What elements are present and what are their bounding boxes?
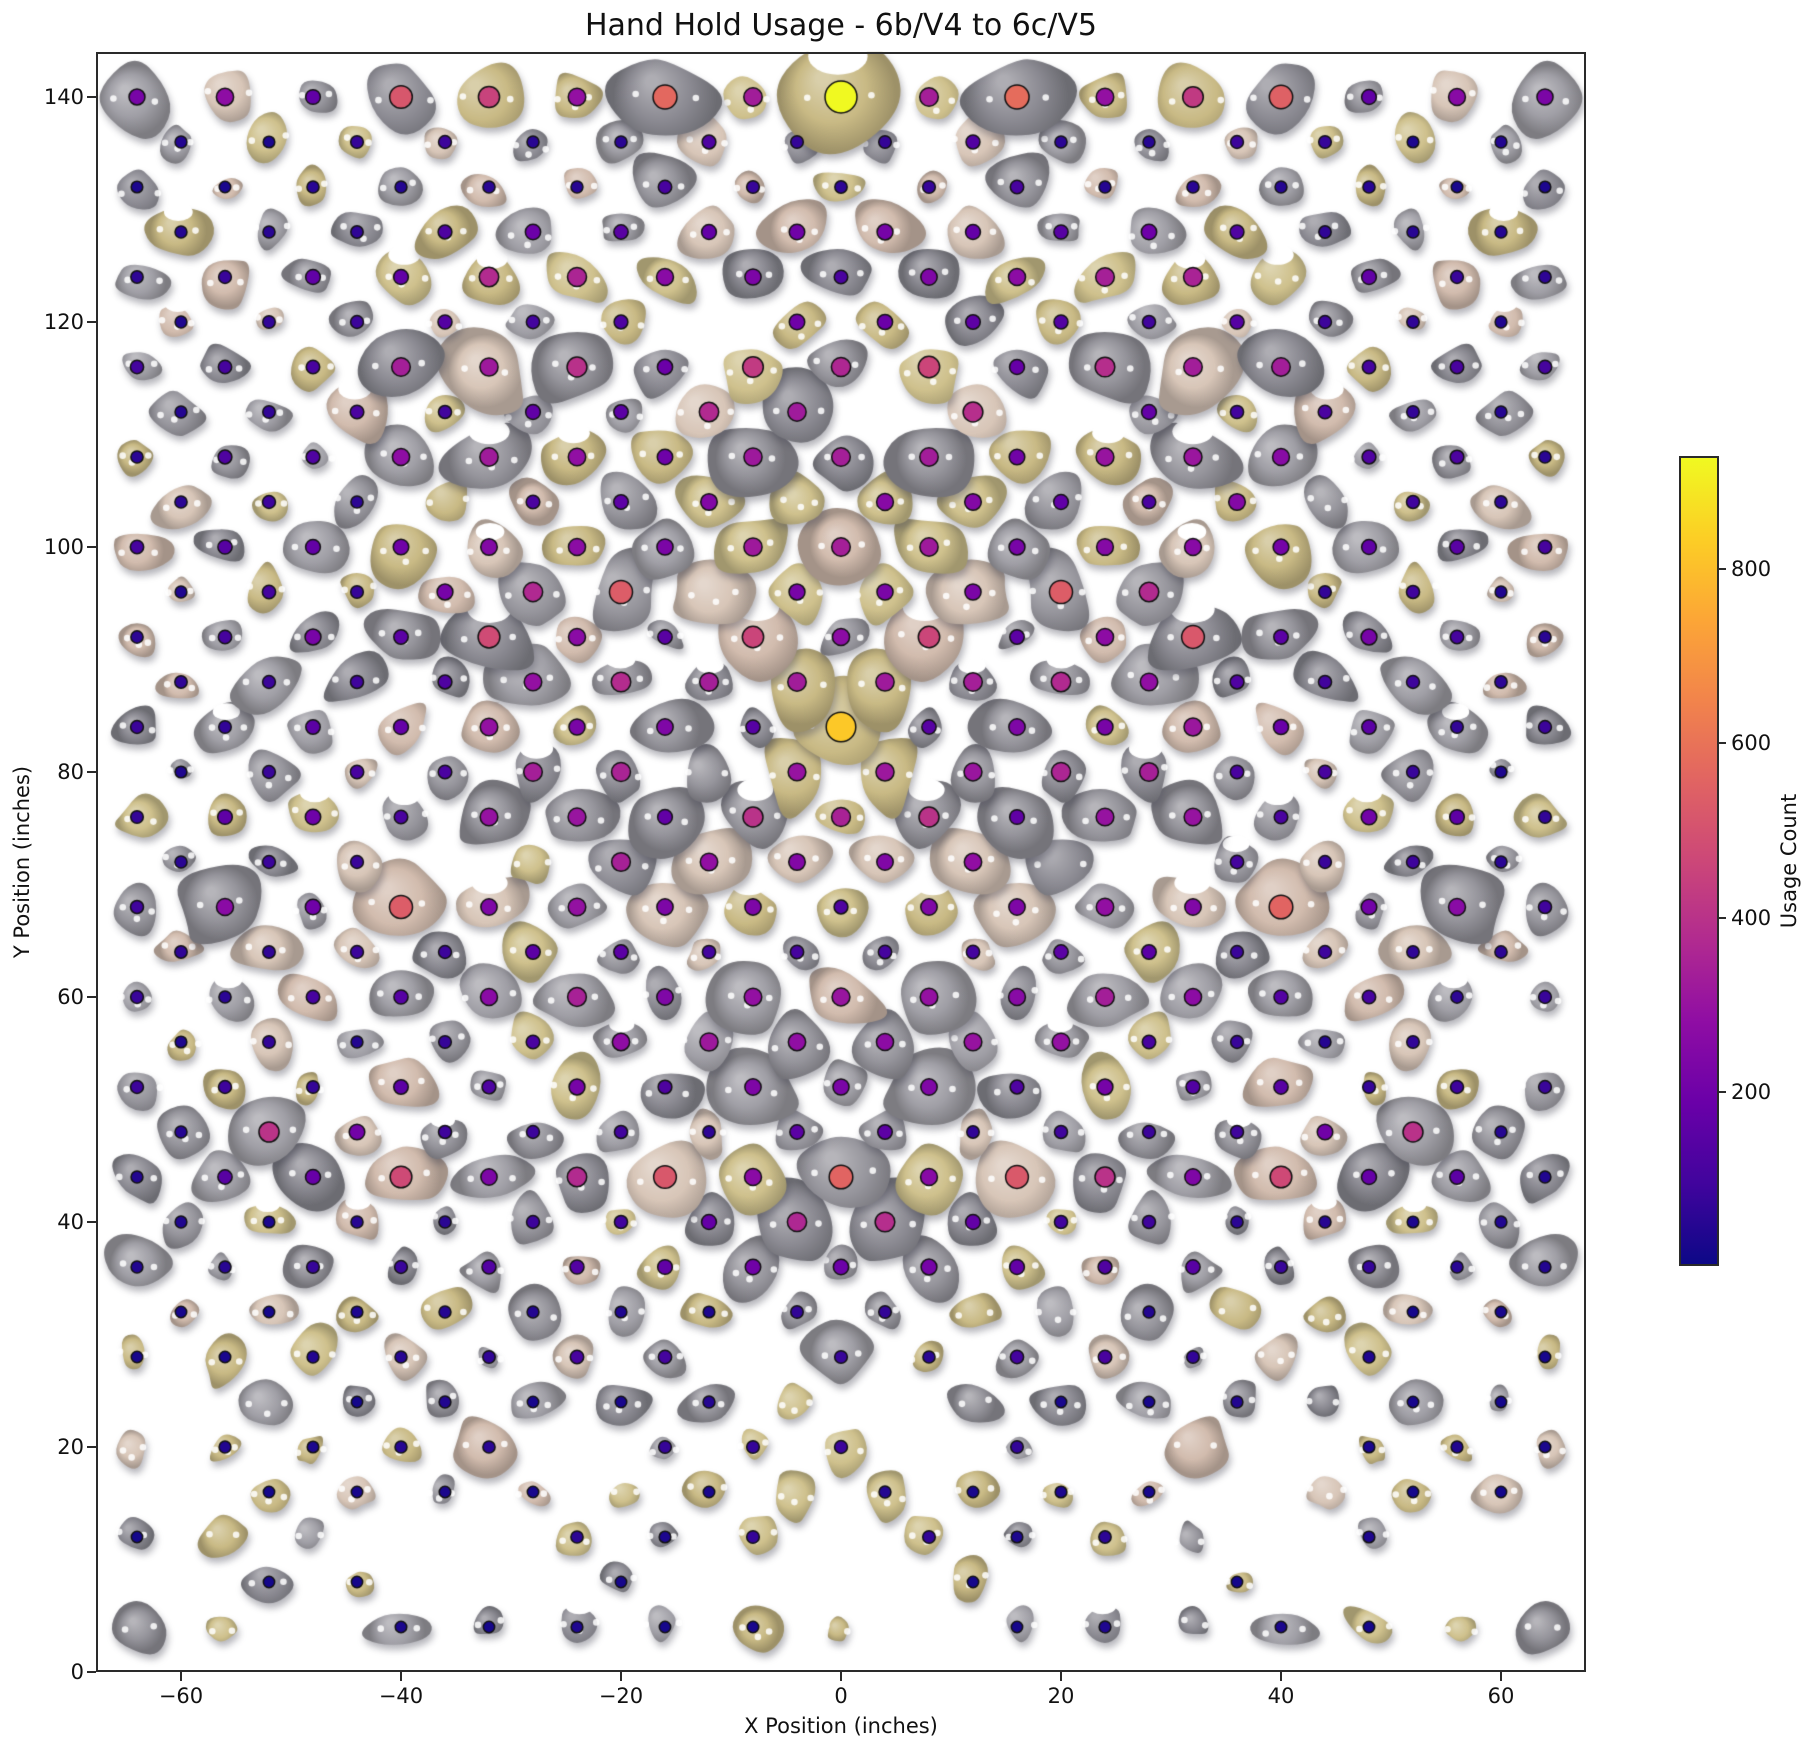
x-tick-mark bbox=[180, 1672, 182, 1681]
y-tick-mark bbox=[87, 771, 96, 773]
y-tick-label: 60 bbox=[57, 985, 84, 1009]
y-tick-label: 100 bbox=[43, 535, 84, 559]
x-tick-label: −20 bbox=[598, 1684, 644, 1708]
x-tick-label: −40 bbox=[378, 1684, 424, 1708]
colorbar-tick-mark bbox=[1719, 742, 1726, 745]
x-tick-mark bbox=[840, 1672, 842, 1681]
y-tick-label: 140 bbox=[43, 85, 84, 109]
x-tick-label: 60 bbox=[1487, 1684, 1515, 1708]
x-tick-label: 40 bbox=[1267, 1684, 1295, 1708]
y-tick-label: 20 bbox=[57, 1435, 84, 1459]
y-tick-label: 40 bbox=[57, 1210, 84, 1234]
y-tick-mark bbox=[87, 1446, 96, 1448]
y-tick-mark bbox=[87, 321, 96, 323]
y-tick-mark bbox=[87, 96, 96, 98]
y-axis-label: Y Position (inches) bbox=[10, 765, 34, 959]
colorbar-tick-mark bbox=[1719, 1090, 1726, 1093]
colorbar-tick-label: 600 bbox=[1731, 731, 1772, 756]
colorbar-tick-mark bbox=[1719, 568, 1726, 571]
chart-title: Hand Hold Usage - 6b/V4 to 6c/V5 bbox=[584, 8, 1098, 43]
y-tick-mark bbox=[87, 546, 96, 548]
x-tick-label: 0 bbox=[834, 1684, 848, 1708]
colorbar bbox=[1679, 456, 1719, 1266]
colorbar-tick-label: 800 bbox=[1731, 557, 1772, 582]
colorbar-tick-label: 400 bbox=[1731, 905, 1772, 930]
x-tick-mark bbox=[1500, 1672, 1502, 1681]
x-tick-mark bbox=[1060, 1672, 1062, 1681]
plot-area bbox=[96, 52, 1586, 1672]
colorbar-label: Usage Count bbox=[1777, 793, 1801, 929]
x-tick-label: 20 bbox=[1047, 1684, 1075, 1708]
x-tick-mark bbox=[400, 1672, 402, 1681]
y-tick-mark bbox=[87, 1671, 96, 1673]
colorbar-tick-label: 200 bbox=[1731, 1079, 1772, 1104]
y-tick-mark bbox=[87, 1221, 96, 1223]
x-tick-mark bbox=[1280, 1672, 1282, 1681]
x-axis-label: X Position (inches) bbox=[744, 1714, 938, 1738]
y-tick-label: 0 bbox=[70, 1660, 84, 1684]
colorbar-tick-mark bbox=[1719, 916, 1726, 919]
y-tick-label: 120 bbox=[43, 310, 84, 334]
y-tick-label: 80 bbox=[57, 760, 84, 784]
x-tick-label: −60 bbox=[158, 1684, 204, 1708]
y-tick-mark bbox=[87, 996, 96, 998]
x-tick-mark bbox=[620, 1672, 622, 1681]
